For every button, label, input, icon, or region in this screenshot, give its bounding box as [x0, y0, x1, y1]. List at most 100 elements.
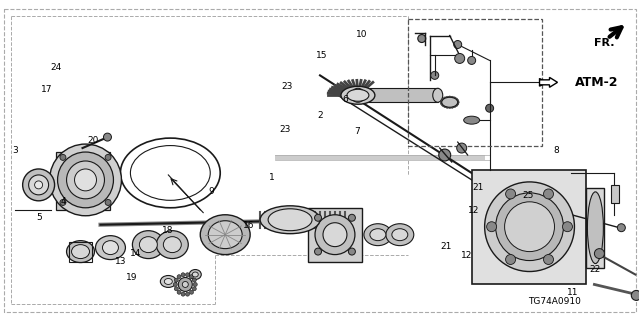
Circle shape — [445, 96, 449, 99]
Circle shape — [543, 189, 554, 199]
Circle shape — [595, 249, 604, 259]
Circle shape — [189, 290, 193, 294]
Circle shape — [314, 214, 321, 221]
Circle shape — [543, 254, 554, 264]
Circle shape — [60, 154, 66, 160]
Circle shape — [468, 56, 476, 64]
Circle shape — [186, 273, 189, 277]
Bar — [586, 188, 604, 268]
Ellipse shape — [200, 215, 250, 255]
Circle shape — [440, 99, 444, 102]
Circle shape — [348, 214, 355, 221]
Circle shape — [105, 154, 111, 160]
Bar — [358, 88, 438, 102]
Circle shape — [444, 105, 447, 108]
Ellipse shape — [370, 229, 386, 241]
Text: 25: 25 — [522, 190, 533, 200]
Circle shape — [105, 199, 111, 205]
Circle shape — [174, 287, 179, 291]
Text: 23: 23 — [279, 125, 291, 134]
Circle shape — [445, 105, 449, 108]
Ellipse shape — [72, 244, 90, 259]
Ellipse shape — [49, 144, 122, 216]
Circle shape — [181, 273, 185, 277]
Ellipse shape — [35, 181, 43, 189]
Ellipse shape — [504, 202, 554, 252]
Circle shape — [60, 199, 66, 205]
Circle shape — [440, 102, 444, 105]
Text: 7: 7 — [354, 127, 360, 136]
Circle shape — [439, 149, 451, 161]
Ellipse shape — [95, 236, 125, 260]
Ellipse shape — [315, 215, 355, 255]
Circle shape — [177, 290, 181, 294]
Bar — [472, 170, 586, 284]
Text: 5: 5 — [36, 213, 42, 222]
Circle shape — [314, 248, 321, 255]
Text: 4: 4 — [60, 197, 66, 206]
Circle shape — [431, 71, 439, 79]
Text: 12: 12 — [461, 251, 472, 260]
Ellipse shape — [182, 282, 188, 287]
Circle shape — [440, 101, 444, 104]
Circle shape — [454, 53, 465, 63]
Text: 1: 1 — [269, 173, 275, 182]
Ellipse shape — [67, 241, 95, 262]
Ellipse shape — [260, 206, 320, 234]
Text: 22: 22 — [589, 265, 600, 275]
Bar — [68, 242, 93, 261]
Text: 10: 10 — [356, 30, 368, 39]
Ellipse shape — [347, 89, 369, 101]
Ellipse shape — [588, 192, 604, 264]
Circle shape — [192, 287, 196, 291]
Circle shape — [348, 248, 355, 255]
Ellipse shape — [433, 88, 443, 102]
Bar — [611, 185, 620, 203]
Text: 20: 20 — [88, 136, 99, 145]
Circle shape — [189, 275, 193, 279]
Ellipse shape — [495, 193, 563, 260]
Ellipse shape — [179, 277, 192, 292]
Circle shape — [456, 101, 459, 104]
Text: 21: 21 — [473, 183, 484, 192]
Circle shape — [453, 97, 456, 100]
Circle shape — [418, 35, 426, 43]
Text: 13: 13 — [115, 258, 127, 267]
Circle shape — [444, 97, 447, 100]
Circle shape — [456, 102, 459, 105]
Circle shape — [193, 283, 197, 286]
Text: ATM-2: ATM-2 — [575, 76, 618, 89]
Circle shape — [104, 133, 111, 141]
Circle shape — [454, 104, 458, 107]
Ellipse shape — [323, 223, 347, 247]
Circle shape — [454, 98, 458, 101]
Circle shape — [506, 254, 516, 264]
Ellipse shape — [102, 241, 118, 255]
Bar — [275, 155, 484, 160]
Ellipse shape — [484, 182, 575, 271]
Text: 17: 17 — [41, 85, 52, 94]
Ellipse shape — [341, 86, 375, 104]
Text: 16: 16 — [243, 221, 254, 230]
Ellipse shape — [29, 175, 49, 195]
Bar — [408, 19, 541, 146]
Ellipse shape — [67, 161, 104, 199]
Circle shape — [451, 105, 454, 108]
Circle shape — [448, 106, 451, 108]
FancyArrow shape — [540, 77, 557, 87]
Ellipse shape — [189, 269, 201, 279]
Circle shape — [486, 104, 493, 112]
Text: 2: 2 — [317, 111, 323, 120]
Text: 19: 19 — [126, 273, 138, 282]
Circle shape — [451, 96, 454, 99]
Circle shape — [454, 41, 461, 49]
Text: FR.: FR. — [594, 37, 614, 47]
Text: 11: 11 — [566, 288, 578, 297]
Circle shape — [192, 278, 196, 282]
Circle shape — [506, 189, 516, 199]
Ellipse shape — [464, 116, 479, 124]
Circle shape — [453, 105, 456, 108]
Ellipse shape — [392, 229, 408, 241]
Circle shape — [457, 143, 467, 153]
Text: 8: 8 — [554, 146, 559, 155]
